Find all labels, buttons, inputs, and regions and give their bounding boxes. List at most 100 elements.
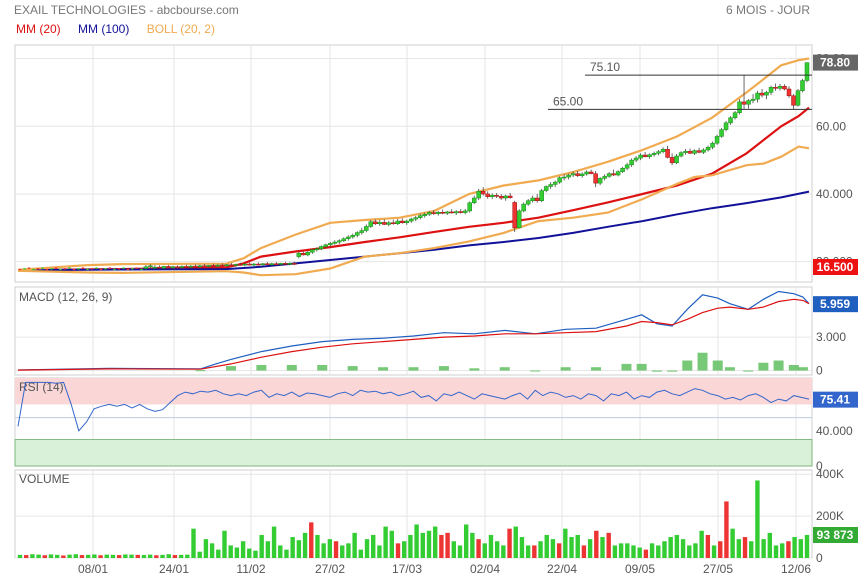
candle	[108, 267, 112, 269]
volume-bar	[798, 539, 804, 558]
candle	[579, 173, 585, 176]
candle	[539, 190, 544, 201]
candle	[27, 267, 31, 269]
x-tick-label: 09/05	[625, 562, 655, 576]
macd-histogram-bar	[724, 367, 735, 371]
candle	[692, 150, 697, 154]
chart-title: EXAIL TECHNOLOGIES - abcbourse.com	[14, 3, 239, 17]
volume-bar	[79, 555, 85, 558]
legend-mm20: MM (20)	[16, 22, 61, 36]
macd-histogram-bar	[621, 363, 632, 371]
rsi-line	[17, 381, 810, 432]
volume-bar	[525, 545, 531, 558]
annotation-label: 65.00	[553, 94, 583, 108]
volume-bar	[352, 532, 357, 558]
legend-boll: BOLL (20, 2)	[146, 22, 215, 36]
volume-bar	[36, 554, 41, 558]
macd-histogram-bar	[697, 352, 708, 371]
volume-bar	[371, 534, 376, 558]
macd-signal-line	[17, 298, 810, 371]
candle	[179, 266, 185, 268]
candle	[417, 215, 423, 218]
candle	[647, 154, 652, 157]
candle	[575, 173, 580, 176]
volume-bar	[364, 539, 370, 558]
volume-bar	[680, 539, 686, 558]
candle	[498, 196, 504, 199]
volume-bar	[141, 555, 147, 558]
candle	[705, 146, 711, 151]
candle	[471, 197, 477, 204]
candle	[95, 267, 98, 269]
volume-bar	[73, 554, 78, 558]
candle	[503, 195, 508, 199]
volume-bar	[296, 540, 302, 558]
candle	[395, 220, 401, 225]
macd-y-tick: 3.000	[816, 330, 846, 344]
candle	[314, 248, 320, 251]
volume-bar	[637, 547, 642, 558]
candle	[413, 217, 418, 220]
volume-bar	[346, 543, 351, 558]
volume-bar	[191, 528, 196, 558]
volume-bar	[674, 534, 680, 558]
volume-bar	[123, 554, 128, 558]
candle	[251, 263, 257, 266]
volume-bar	[327, 539, 333, 558]
low-value-badge	[813, 259, 858, 275]
candle	[157, 266, 162, 269]
candle	[346, 236, 351, 239]
volume-bar	[594, 530, 599, 558]
candle	[41, 267, 44, 269]
volume-bar	[377, 545, 382, 558]
volume-bar	[569, 537, 574, 558]
volume-bar	[625, 543, 630, 558]
candle	[323, 244, 329, 247]
volume-bar	[556, 543, 562, 558]
volume-bar	[513, 526, 518, 558]
candle	[800, 80, 805, 91]
candle	[409, 218, 414, 222]
candle	[746, 100, 751, 105]
volume-bar	[54, 554, 60, 558]
volume-bar	[736, 539, 742, 558]
candle	[104, 268, 107, 270]
candle	[602, 176, 607, 179]
candle	[256, 263, 261, 266]
candle	[588, 171, 594, 174]
candle	[175, 266, 180, 269]
volume-bar	[17, 554, 23, 558]
candle	[741, 101, 747, 105]
price-y-tick: 40.000	[816, 187, 853, 201]
volume-bar	[767, 532, 773, 558]
candle	[337, 240, 342, 243]
candle	[543, 186, 549, 191]
volume-bar	[755, 480, 760, 558]
volume-bar	[426, 530, 432, 558]
volume-bar	[445, 532, 450, 558]
volume-bar	[160, 554, 165, 558]
rsi-oversold-zone	[14, 439, 813, 467]
volume-bar	[804, 534, 810, 558]
low-value-label: 16.500	[817, 260, 854, 274]
candle	[269, 263, 275, 265]
x-tick-label: 17/03	[392, 562, 422, 576]
x-tick-label: 12/06	[781, 562, 811, 576]
rsi-label: RSI (14)	[19, 380, 64, 394]
candle	[714, 136, 720, 144]
candle	[521, 203, 526, 212]
macd-histogram-bar	[788, 364, 799, 371]
candle	[50, 268, 53, 270]
candle	[188, 265, 194, 268]
macd-histogram-bar	[225, 366, 236, 371]
candle	[696, 150, 702, 153]
last-price-badge	[813, 54, 858, 71]
candle	[359, 230, 365, 233]
macd-histogram-bar	[408, 367, 419, 371]
volume-bar	[463, 524, 469, 558]
volume-bar	[792, 537, 797, 558]
volume-bar	[649, 543, 655, 558]
candle	[197, 265, 203, 268]
candle	[467, 202, 472, 212]
candle	[233, 264, 239, 266]
